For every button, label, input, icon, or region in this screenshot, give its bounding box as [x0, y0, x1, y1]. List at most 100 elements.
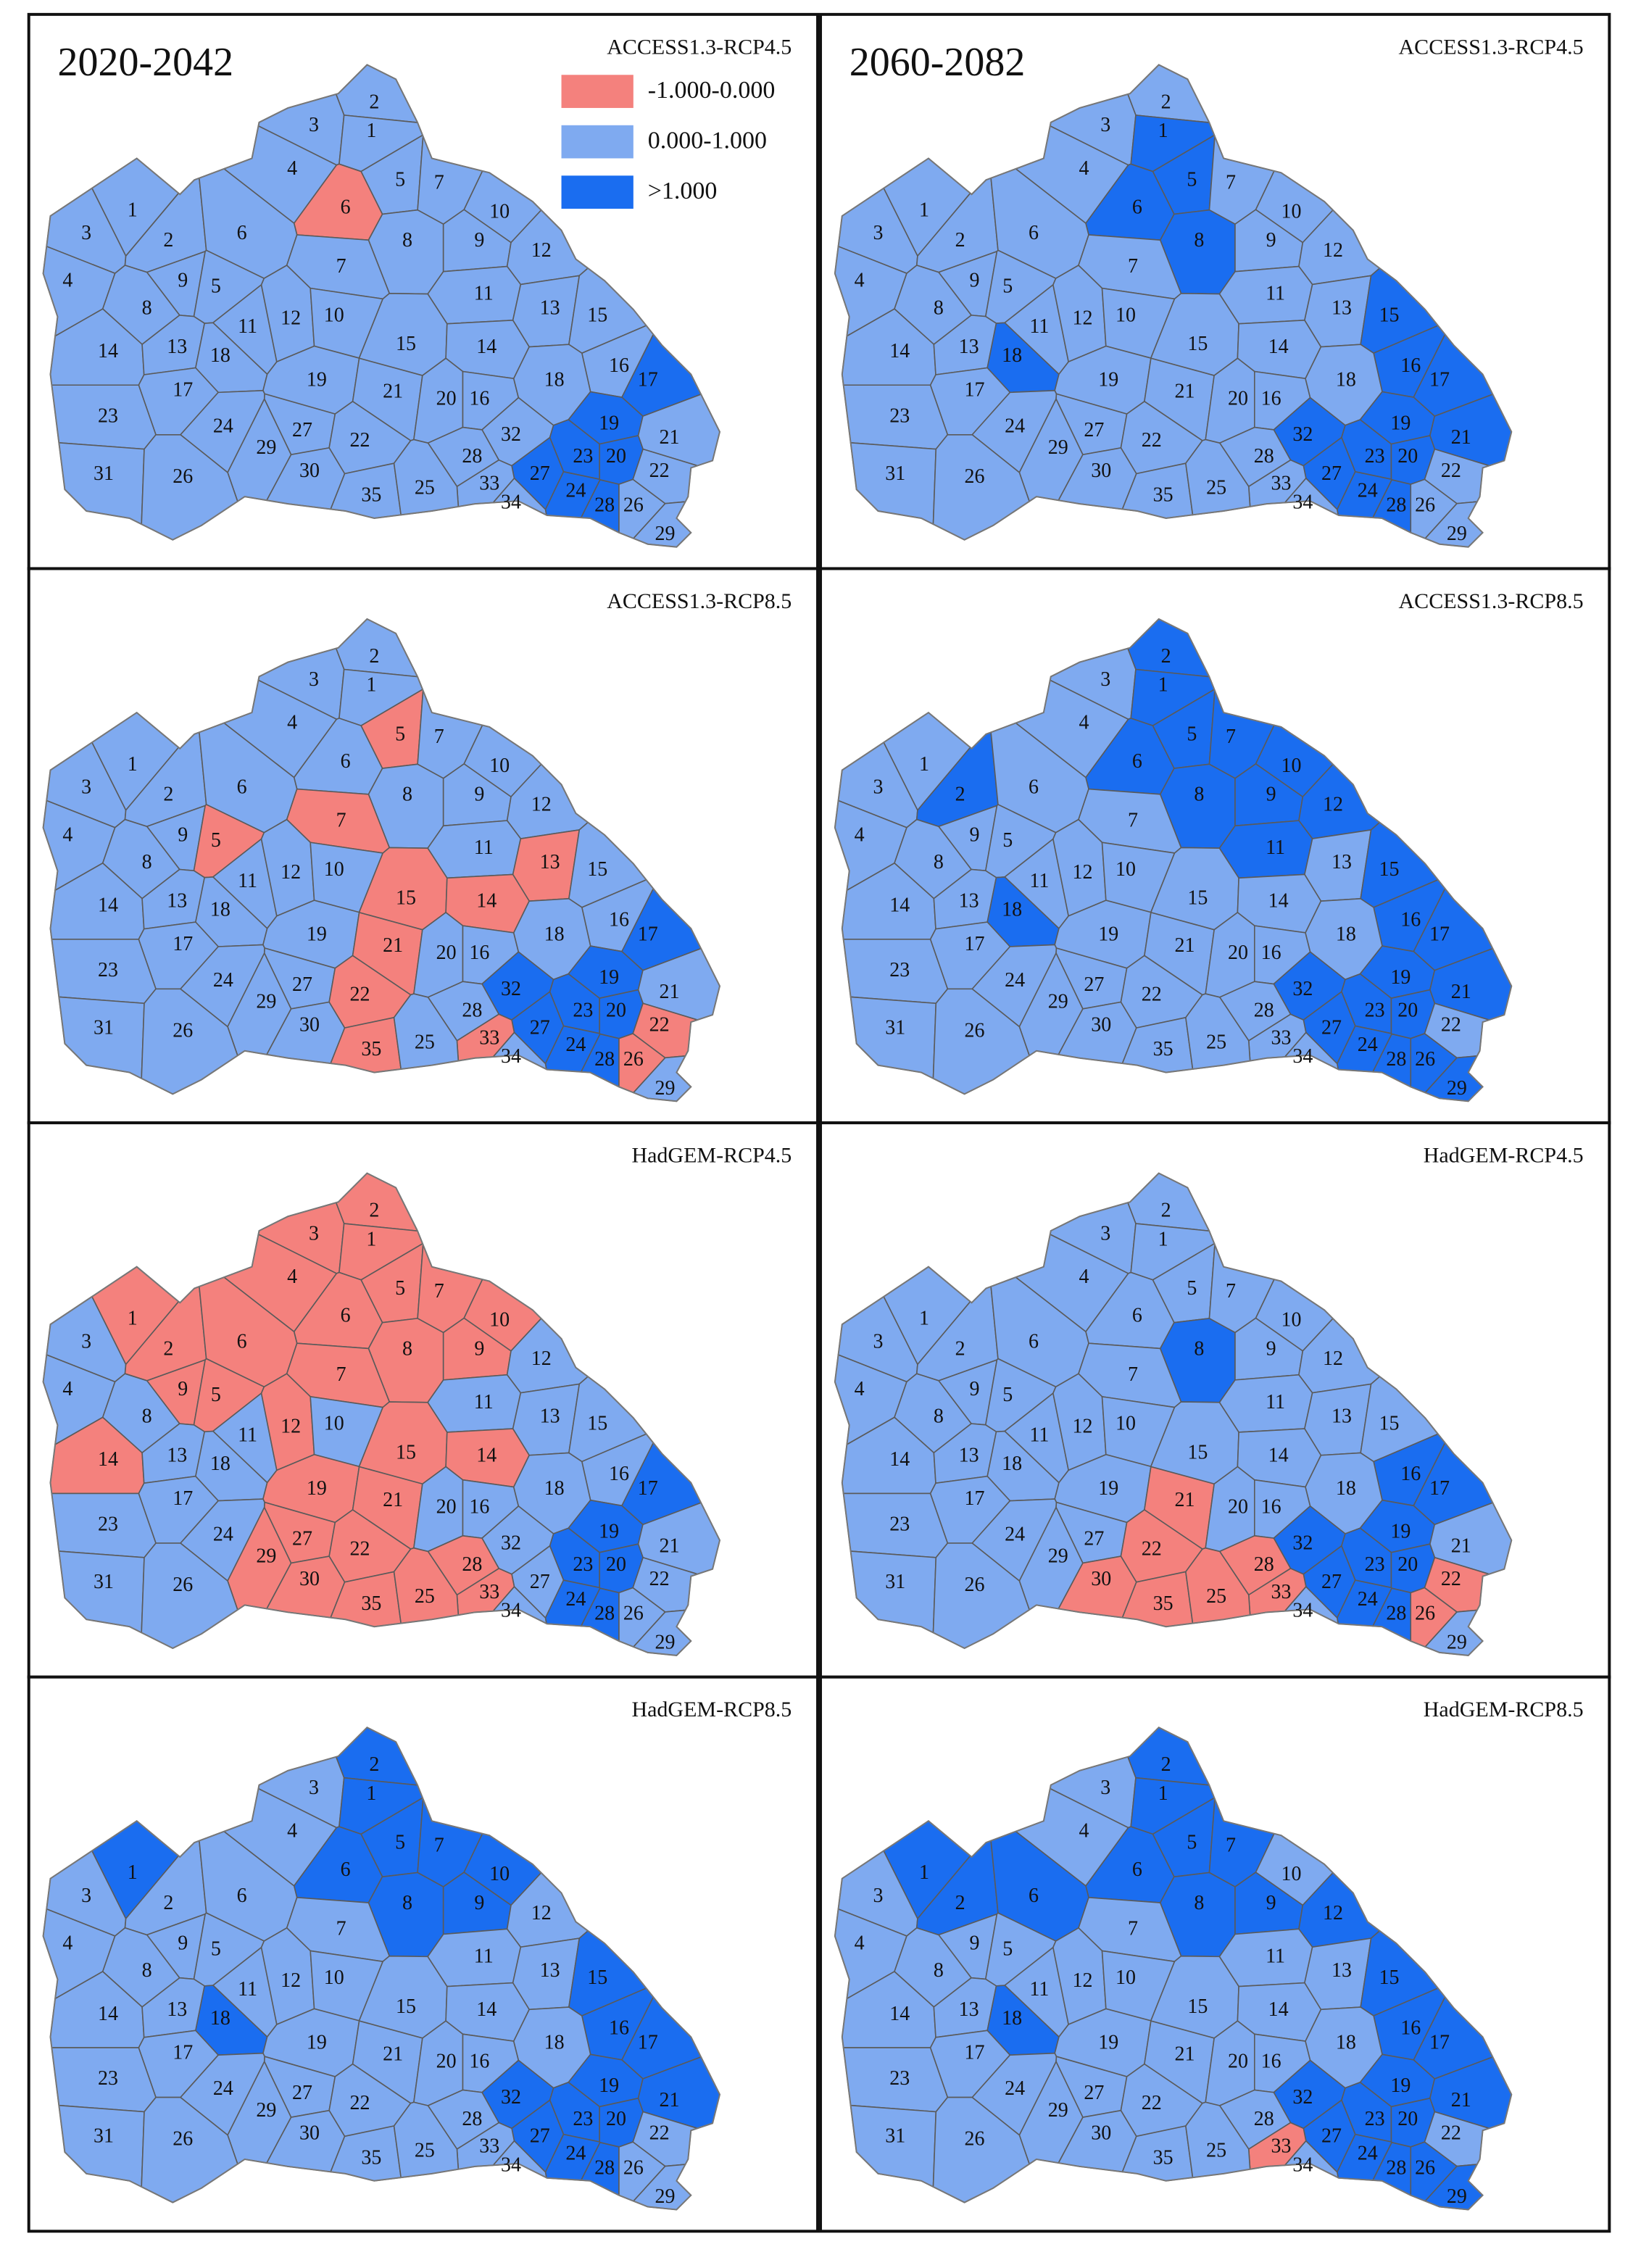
subbasin-label: 19 [307, 923, 327, 945]
subbasin-label: 10 [324, 304, 344, 326]
subbasin-label: 11 [474, 1945, 494, 1967]
subbasin-label: 35 [361, 1038, 381, 1060]
subbasin-label: 5 [395, 1831, 405, 1853]
subbasin-label: 18 [1002, 2007, 1022, 2030]
subbasin-label: 6 [237, 776, 247, 799]
subbasin-label: 23 [573, 1553, 593, 1576]
subbasin-label: 2 [1161, 1200, 1171, 1222]
subbasin-label: 16 [609, 1463, 629, 1485]
subbasin-label: 24 [1358, 1034, 1378, 1056]
subbasin-label: 33 [1271, 1026, 1292, 1049]
subbasin-label: 19 [1390, 1521, 1411, 1543]
subbasin-label: 13 [959, 890, 979, 913]
subbasin-label: 21 [1174, 1489, 1195, 1511]
subbasin-label: 13 [167, 336, 187, 358]
subbasin-label: 28 [1386, 2156, 1406, 2179]
subbasin-label: 32 [1292, 2086, 1313, 2109]
subbasin-label: 25 [415, 2139, 435, 2161]
subbasin-label: 8 [1194, 1892, 1204, 1914]
subbasin-label: 13 [540, 1959, 560, 1982]
subbasin-label: 19 [599, 412, 619, 434]
subbasin-label: 24 [1358, 1588, 1378, 1611]
subbasin-label: 29 [1447, 1077, 1467, 1100]
subbasin-label: 19 [307, 369, 327, 391]
subbasin-label: 4 [1079, 711, 1089, 734]
subbasin-label: 19 [1390, 412, 1411, 434]
legend-swatch [561, 175, 633, 209]
subbasin-label: 27 [1321, 2125, 1342, 2148]
subbasin-label: 19 [1098, 1477, 1118, 1500]
subbasin-label: 10 [489, 1863, 510, 1885]
subbasin-label: 23 [98, 2067, 118, 2090]
subbasin-label: 25 [1206, 1031, 1226, 1053]
subbasin-label: 7 [1128, 809, 1138, 831]
subbasin-label: 4 [62, 823, 72, 846]
subbasin-label: 27 [292, 419, 312, 441]
subbasin-label: 11 [238, 1978, 257, 2001]
subbasin-label: 9 [474, 1892, 484, 1914]
subbasin-label: 7 [1226, 1280, 1236, 1303]
subbasin-label: 6 [237, 1330, 247, 1353]
subbasin-label: 11 [238, 870, 257, 892]
subbasin-label: 18 [1336, 2032, 1356, 2054]
subbasin-label: 30 [1091, 460, 1111, 482]
subbasin-label: 16 [1400, 908, 1421, 931]
subbasin-label: 20 [1228, 2050, 1248, 2072]
subbasin-label: 21 [383, 934, 403, 957]
subbasin-label: 14 [889, 894, 910, 917]
subbasin-label: 1 [128, 1861, 138, 1884]
subbasin-label: 29 [1048, 991, 1068, 1013]
subbasin-label: 12 [1072, 1416, 1092, 1438]
subbasin-label: 11 [1029, 1424, 1049, 1446]
subbasin-label: 3 [873, 776, 883, 799]
subbasin-label: 6 [1029, 1330, 1039, 1353]
subbasin-label: 23 [98, 959, 118, 981]
subbasin-label: 11 [238, 1424, 257, 1446]
subbasin-label: 25 [1206, 1585, 1226, 1608]
subbasin-label: 2 [369, 1200, 379, 1222]
subbasin-label: 15 [396, 887, 416, 910]
subbasin-label: 1 [1158, 1228, 1168, 1250]
subbasin-label: 1 [919, 753, 929, 776]
subbasin-label: 18 [1002, 344, 1022, 367]
subbasin-label: 27 [1321, 1571, 1342, 1593]
subbasin-label: 29 [256, 436, 276, 459]
subbasin-label: 6 [1132, 196, 1142, 218]
subbasin-label: 15 [396, 1441, 416, 1463]
subbasin-label: 15 [1187, 887, 1208, 910]
subbasin-label: 14 [1268, 336, 1289, 358]
subbasin-label: 10 [1116, 858, 1136, 881]
subbasin-label: 19 [599, 966, 619, 989]
subbasin-label: 30 [299, 1568, 320, 1590]
subbasin-label: 24 [1005, 1523, 1025, 1545]
subbasin-label: 11 [1029, 1978, 1049, 2001]
subbasin-label: 20 [1228, 942, 1248, 964]
subbasin-label: 5 [211, 829, 221, 852]
subbasin-label: 3 [873, 222, 883, 244]
subbasin-label: 7 [336, 1363, 346, 1386]
subbasin-label: 8 [934, 851, 944, 873]
subbasin-label: 26 [623, 2156, 644, 2179]
subbasin-label: 7 [1226, 726, 1236, 748]
subbasin-label: 12 [281, 861, 301, 884]
subbasin-label: 33 [1271, 2135, 1292, 2158]
subbasin-label: 22 [1142, 1537, 1162, 1560]
subbasin-label: 1 [919, 1861, 929, 1884]
subbasin-label: 12 [1323, 794, 1343, 816]
subbasin-label: 2 [955, 784, 965, 806]
subbasin-label: 31 [94, 1571, 114, 1593]
subbasin-label: 29 [1447, 1631, 1467, 1653]
subbasin-label: 22 [649, 460, 670, 482]
subbasin-label: 1 [128, 1308, 138, 1330]
subbasin-label: 33 [1271, 1581, 1292, 1603]
subbasin-label: 24 [1005, 969, 1025, 992]
subbasin-label: 2 [1161, 645, 1171, 668]
subbasin-label: 21 [383, 2043, 403, 2065]
subbasin-label: 26 [1415, 1603, 1435, 1625]
subbasin-label: 21 [383, 381, 403, 403]
subbasin-label: 32 [501, 978, 521, 1000]
subbasin-label: 9 [970, 270, 980, 292]
subbasin-label: 14 [476, 1444, 497, 1466]
